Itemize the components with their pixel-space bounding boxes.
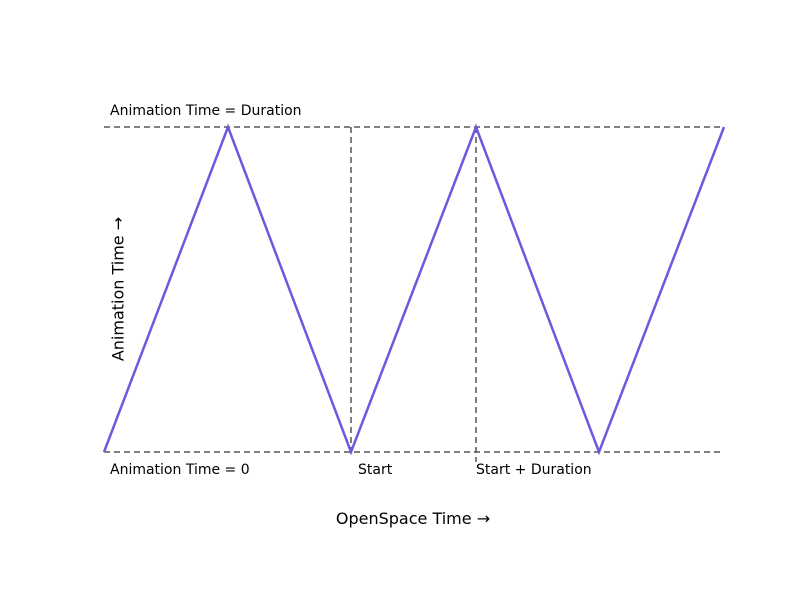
start-plus-duration-marker-label: Start + Duration bbox=[476, 462, 592, 478]
start-marker-label: Start bbox=[358, 462, 393, 478]
zero-reference-label: Animation Time = 0 bbox=[110, 462, 250, 478]
duration-reference-label: Animation Time = Duration bbox=[110, 103, 302, 119]
animation-time-wave bbox=[102, 123, 726, 456]
x-axis-label: OpenSpace Time → bbox=[335, 509, 491, 528]
y-axis-label: Animation Time → bbox=[108, 216, 128, 362]
